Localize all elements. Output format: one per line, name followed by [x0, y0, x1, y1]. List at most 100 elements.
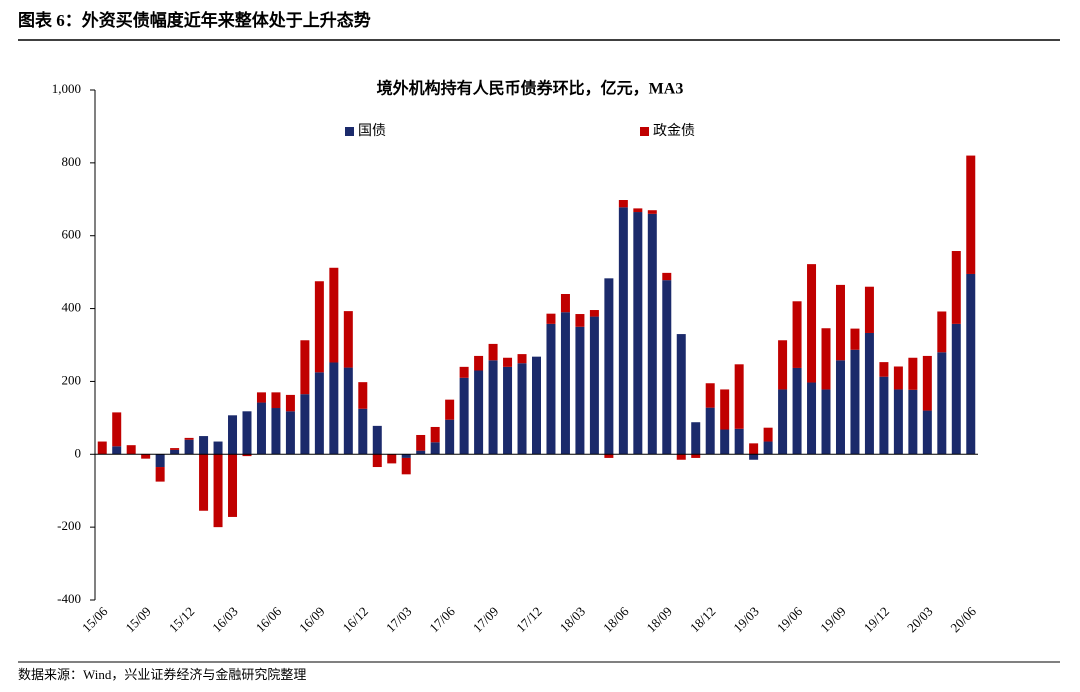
bar	[749, 443, 759, 455]
bar	[618, 200, 628, 208]
bar	[560, 312, 570, 455]
chart-title: 境外机构持有人民币债券环比，亿元，MA3	[377, 79, 684, 98]
x-tick-label: 16/06	[253, 603, 285, 635]
legend-label: 政金债	[653, 123, 695, 139]
bar	[575, 326, 585, 455]
x-tick-label: 17/09	[470, 604, 502, 636]
bar	[184, 437, 194, 440]
bar	[503, 357, 513, 367]
bar	[807, 382, 817, 455]
bar	[271, 408, 281, 455]
bar	[242, 454, 252, 457]
bar	[401, 457, 411, 475]
bar	[358, 408, 368, 455]
bar	[372, 425, 382, 455]
bar	[112, 412, 122, 447]
bar	[474, 370, 484, 455]
bar	[749, 454, 759, 460]
bar	[329, 362, 339, 455]
x-tick-label: 19/12	[861, 604, 893, 636]
bar	[126, 445, 136, 455]
bar	[893, 389, 903, 455]
bar	[401, 454, 411, 458]
bar	[170, 449, 180, 455]
x-tick-label: 17/06	[426, 603, 458, 635]
bar	[474, 355, 484, 371]
bar	[430, 442, 440, 455]
x-tick-label: 16/09	[296, 604, 328, 636]
y-tick-label: 1,000	[52, 81, 81, 96]
bar	[314, 372, 324, 455]
bar	[633, 212, 643, 455]
x-tick-label: 19/06	[774, 603, 806, 635]
bar	[662, 280, 672, 455]
y-tick-label: -200	[57, 518, 81, 533]
bar	[503, 366, 513, 455]
bar	[155, 467, 165, 482]
bar	[155, 454, 165, 468]
bar	[358, 382, 368, 409]
bar	[676, 334, 686, 455]
bar	[879, 376, 889, 455]
bar	[459, 377, 469, 455]
y-tick-label: -400	[57, 591, 81, 606]
bar	[445, 399, 455, 420]
x-tick-label: 19/03	[730, 604, 762, 636]
bar	[372, 454, 382, 468]
bar	[314, 281, 324, 373]
bar	[879, 362, 889, 377]
x-tick-label: 19/09	[817, 604, 849, 636]
bar	[792, 301, 802, 368]
bar	[821, 389, 831, 455]
bar	[937, 352, 947, 455]
bar	[488, 343, 498, 361]
bar	[228, 454, 238, 517]
bar	[835, 360, 845, 455]
bar	[517, 354, 527, 364]
bar	[850, 349, 860, 455]
bar	[387, 454, 397, 464]
bar	[228, 415, 238, 455]
bar	[720, 429, 730, 455]
bar	[778, 389, 788, 455]
bar	[720, 389, 730, 430]
x-tick-label: 18/09	[643, 604, 675, 636]
bar	[445, 419, 455, 455]
bar	[517, 363, 527, 455]
bar	[705, 383, 715, 408]
bar	[184, 439, 194, 455]
bar	[662, 272, 672, 281]
bar	[285, 394, 295, 412]
bar	[141, 454, 151, 459]
x-tick-label: 17/03	[383, 604, 415, 636]
bar	[893, 366, 903, 390]
x-tick-label: 16/03	[209, 604, 241, 636]
legend-label: 国债	[358, 123, 386, 139]
bar	[532, 356, 541, 455]
x-tick-label: 16/12	[339, 604, 371, 636]
bar	[170, 448, 180, 450]
bar	[604, 454, 614, 458]
bar	[922, 410, 932, 455]
bar	[807, 264, 817, 383]
bar	[213, 454, 223, 528]
bar	[763, 441, 773, 455]
bar	[864, 286, 874, 333]
bar	[112, 446, 122, 455]
x-tick-label: 20/03	[904, 604, 936, 636]
x-tick-label: 15/06	[79, 603, 111, 635]
bar	[213, 441, 223, 455]
bar	[734, 428, 744, 455]
bar	[459, 366, 469, 378]
bar	[821, 328, 831, 390]
bar	[97, 441, 107, 455]
bar	[966, 155, 976, 274]
bar	[604, 278, 614, 455]
bar	[560, 294, 570, 313]
x-tick-label: 15/12	[166, 604, 198, 636]
bar	[835, 284, 845, 361]
bar	[416, 434, 426, 451]
y-tick-label: 400	[62, 300, 82, 315]
bar	[589, 310, 599, 317]
